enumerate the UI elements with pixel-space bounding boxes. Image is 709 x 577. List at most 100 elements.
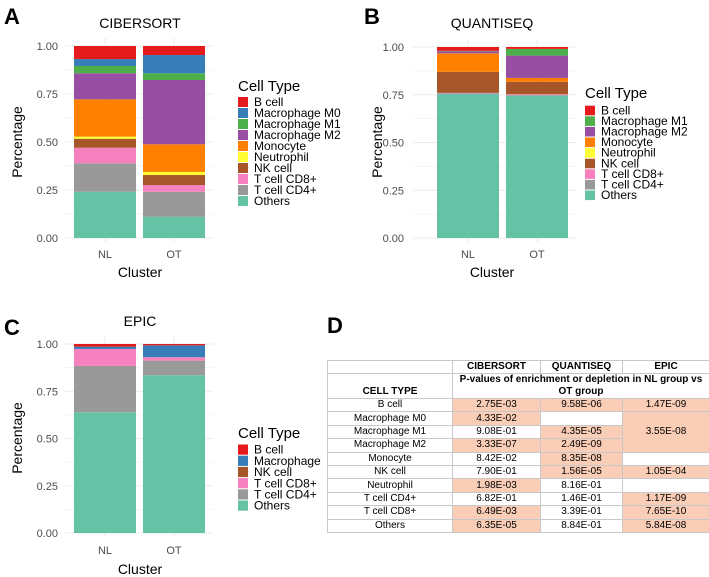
bar-segment-ot-t-cell-cd8- [143, 357, 205, 361]
pvalue-cell: 1.05E-04 [622, 464, 709, 480]
x-tick-label: NL [461, 249, 475, 261]
pvalue-cell: 8.84E-01 [540, 518, 623, 533]
pvalue-cell: 8.35E-08 [540, 451, 623, 466]
legend-key [238, 466, 248, 478]
pvalue-cell: 5.84E-08 [622, 518, 709, 533]
legend-label: NK cell [254, 465, 292, 479]
legend-label: T cell CD4+ [254, 183, 317, 197]
legend-label: B cell [254, 443, 283, 457]
bar-segment-ot-t-cell-cd8- [143, 185, 205, 192]
legend-label: T cell CD8+ [254, 476, 317, 490]
legend-key [238, 163, 248, 173]
legend-label: Others [254, 194, 290, 208]
cell-type-label: B cell [327, 397, 453, 413]
legend-label: T cell CD4+ [254, 488, 317, 502]
subheader-label: P-values of enrichment or depletion in N… [452, 373, 709, 399]
bar-segment-nl-b-cell [74, 46, 136, 60]
y-tick-label: 0.50 [383, 138, 404, 150]
legend-key [585, 169, 595, 179]
legend-key [238, 196, 248, 206]
legend-key [585, 126, 595, 137]
pvalue-cell: 1.47E-09 [622, 397, 709, 413]
panel-letter-d: D [327, 313, 343, 338]
legend-label: Macrophage [254, 454, 321, 468]
legend-label: Macrophage M2 [601, 125, 688, 139]
y-tick-label: 1.00 [383, 42, 404, 54]
legend-key [585, 148, 595, 158]
pvalue-cell [622, 451, 709, 466]
pvalue-cell: 6.82E-01 [452, 491, 541, 507]
bar-segment-ot-macrophage-m2 [506, 55, 568, 78]
bar-segment-nl-others [437, 93, 499, 238]
cell-type-label: Macrophage M2 [327, 438, 453, 453]
bar-segment-nl-b-cell [437, 47, 499, 51]
table-row: Macrophage M1 9.08E-01 4.35E-05 [327, 424, 709, 440]
legend-label: Macrophage M1 [254, 117, 341, 131]
legend-label: NK cell [254, 161, 292, 175]
bar-segment-nl-t-cell-cd4- [437, 93, 499, 94]
legend-label: Monocyte [254, 139, 306, 153]
cell-type-label: T cell CD8+ [327, 505, 453, 520]
panel-letter-b: B [364, 4, 380, 29]
y-tick-label: 0.25 [383, 185, 404, 197]
legend-label: NK cell [601, 156, 639, 170]
bar-segment-nl-monocyte [74, 99, 136, 137]
cell-type-label: Macrophage M0 [327, 411, 453, 426]
y-tick-label: 1.00 [37, 339, 58, 351]
y-tick-label: 0.50 [37, 434, 58, 446]
legend-key [238, 174, 248, 184]
bar-segment-ot-macrophage [143, 345, 205, 358]
pvalue-cell: 6.49E-03 [452, 505, 541, 520]
bar-segment-nl-t-cell-cd8- [74, 147, 136, 164]
legend-label: Neutrophil [601, 146, 656, 160]
legend-label: Others [601, 188, 637, 202]
bar-segment-ot-t-cell-cd4- [143, 191, 205, 217]
chart-title: CIBERSORT [99, 15, 181, 31]
pvalue-cell: 6.35E-05 [452, 518, 541, 533]
column-header: CIBERSORT [452, 360, 541, 374]
table-row: Others 6.35E-05 8.84E-01 5.84E-08 [327, 518, 709, 533]
y-axis-title: Percentage [369, 106, 385, 178]
x-axis-title: Cluster [470, 264, 515, 280]
pvalue-table: CIBERSORT QUANTISEQ EPIC CELL TYPE P-values … [327, 360, 709, 533]
table-row: B cell 2.75E-03 9.58E-06 1.47E-09 [327, 397, 709, 413]
pvalue-cell: 7.90E-01 [452, 464, 541, 480]
y-tick-label: 0.00 [383, 233, 404, 245]
legend-key [238, 152, 248, 162]
pvalue-cell: 3.55E-08 [622, 411, 709, 453]
y-tick-label: 0.00 [37, 233, 58, 245]
legend-key [585, 137, 595, 148]
pvalue-cell: 4.33E-02 [452, 411, 541, 426]
legend-key [585, 105, 595, 116]
bar-segment-nl-b-cell [74, 344, 136, 347]
x-axis-title: Cluster [118, 561, 163, 577]
y-tick-label: 0.75 [383, 90, 404, 102]
bar-segment-ot-neutrophil [143, 171, 205, 176]
legend-key [585, 190, 595, 201]
bar-segment-ot-others [506, 95, 568, 238]
table-row: T cell CD8+ 6.49E-03 3.39E-01 7.65E-10 [327, 505, 709, 520]
pvalue-cell: 3.33E-07 [452, 438, 541, 453]
pvalue-cell: 4.35E-05 [540, 424, 623, 440]
cell-type-label: Macrophage M1 [327, 424, 453, 440]
bar-segment-nl-t-cell-cd8- [437, 92, 499, 94]
legend-key [585, 116, 595, 126]
legend-key [238, 455, 248, 466]
legend-label: Macrophage M1 [601, 114, 688, 128]
pvalue-cell: 3.39E-01 [540, 505, 623, 520]
table-row: Monocyte 8.42E-02 8.35E-08 [327, 451, 709, 466]
bar-segment-ot-t-cell-cd8- [506, 94, 568, 95]
legend-key [238, 108, 248, 118]
x-axis-title: Cluster [118, 264, 163, 280]
pvalue-cell: 1.17E-09 [622, 491, 709, 507]
bar-segment-ot-b-cell [506, 47, 568, 49]
bar-segment-nl-t-cell-cd4- [74, 163, 136, 192]
x-tick-label: NL [98, 249, 112, 261]
bar-segment-ot-macrophage-m1 [143, 73, 205, 80]
table-subheader-row: CELL TYPE P-values of enrichment or deple… [327, 373, 709, 399]
y-tick-label: 0.25 [37, 481, 58, 493]
y-tick-label: 0.50 [37, 137, 58, 149]
bar-segment-nl-macrophage-m1 [74, 65, 136, 74]
legend-key [585, 158, 595, 169]
